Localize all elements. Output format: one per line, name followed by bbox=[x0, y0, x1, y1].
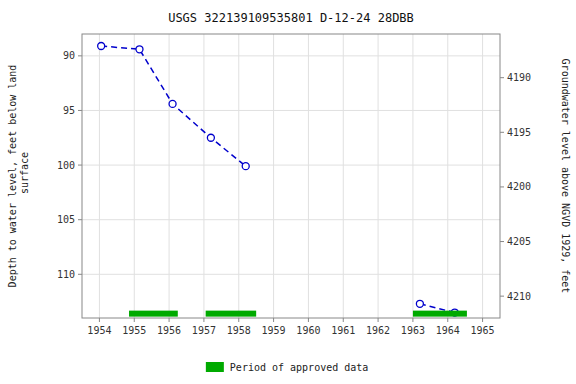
legend: Period of approved data bbox=[206, 362, 368, 373]
y2-tick-label: 4205 bbox=[507, 236, 531, 247]
y-tick bbox=[78, 219, 82, 220]
plot-area bbox=[98, 43, 467, 317]
y-tick-label: 95 bbox=[63, 105, 75, 116]
chart-container: 1954 1955 1956 1957 1958 1959 1960 1961 1962 1963… bbox=[0, 0, 576, 384]
x-tick bbox=[203, 318, 204, 322]
x-tick bbox=[482, 318, 483, 322]
y-tick-label: 90 bbox=[63, 50, 75, 61]
y-axis-label: Depth to water level, feet below land su… bbox=[7, 65, 30, 288]
grid-line-x bbox=[238, 34, 239, 318]
y2-tick-label: 4190 bbox=[507, 72, 531, 83]
grid-line-x bbox=[412, 34, 413, 318]
point bbox=[416, 300, 423, 307]
x-tick-label: 1962 bbox=[366, 325, 390, 336]
y2-axis: 4210 4205 4200 4195 4190 bbox=[500, 72, 531, 301]
y-tick bbox=[78, 165, 82, 166]
x-tick-label: 1965 bbox=[471, 325, 495, 336]
y-axis-label-line: surface bbox=[19, 152, 30, 200]
point bbox=[136, 46, 143, 53]
y2-axis-label: Groundwater level above NGVD 1929, feet bbox=[560, 59, 571, 294]
y2-tick-label: 4200 bbox=[507, 181, 531, 192]
y2-tick bbox=[500, 241, 504, 242]
x-tick bbox=[343, 318, 344, 322]
x-tick bbox=[412, 318, 413, 322]
approved-period-bar bbox=[129, 311, 178, 317]
grid-line-y bbox=[82, 55, 500, 56]
y-tick bbox=[78, 55, 82, 56]
y2-tick-label: 4210 bbox=[507, 291, 531, 302]
x-tick-label: 1958 bbox=[227, 325, 251, 336]
y2-tick bbox=[500, 77, 504, 78]
grid-line-x bbox=[99, 34, 100, 318]
grid-line-x bbox=[134, 34, 135, 318]
grid-line-x bbox=[447, 34, 448, 318]
x-tick-label: 1964 bbox=[436, 325, 460, 336]
x-tick-label: 1963 bbox=[401, 325, 425, 336]
x-tick-label: 1960 bbox=[296, 325, 320, 336]
page: {"chart_data": { "type": "line", "title"… bbox=[0, 0, 576, 384]
grid-line-x bbox=[308, 34, 309, 318]
point bbox=[98, 43, 105, 50]
y2-tick-label: 4195 bbox=[507, 127, 531, 138]
grid-line-y bbox=[82, 219, 500, 220]
grid-line-x bbox=[378, 34, 379, 318]
grid-line-y bbox=[82, 274, 500, 275]
x-tick bbox=[447, 318, 448, 322]
y-tick-label: 105 bbox=[57, 214, 75, 225]
x-axis: 1954 1955 1956 1957 1958 1959 1960 1961 1962 1963… bbox=[87, 318, 494, 336]
x-tick-label: 1954 bbox=[87, 325, 111, 336]
plot-frame bbox=[82, 34, 500, 318]
y-tick bbox=[78, 110, 82, 111]
x-tick bbox=[134, 318, 135, 322]
point bbox=[169, 100, 176, 107]
x-tick-label: 1961 bbox=[331, 325, 355, 336]
approved-period-bar bbox=[206, 311, 257, 317]
background bbox=[0, 0, 576, 384]
grid-line-y bbox=[82, 165, 500, 166]
x-tick bbox=[238, 318, 239, 322]
x-tick-label: 1957 bbox=[192, 325, 216, 336]
y2-tick bbox=[500, 186, 504, 187]
x-tick bbox=[308, 318, 309, 322]
point bbox=[242, 163, 249, 170]
grid-line-x bbox=[273, 34, 274, 318]
chart-svg: 1954 1955 1956 1957 1958 1959 1960 1961 1962 1963… bbox=[0, 0, 576, 384]
grid-line-x bbox=[482, 34, 483, 318]
legend-swatch bbox=[206, 362, 224, 372]
y-axis: 90 95 100 105 110 bbox=[57, 50, 82, 279]
x-tick bbox=[378, 318, 379, 322]
x-tick bbox=[273, 318, 274, 322]
y2-tick bbox=[500, 132, 504, 133]
legend-label: Period of approved data bbox=[230, 362, 368, 373]
y-tick bbox=[78, 274, 82, 275]
x-tick-label: 1956 bbox=[157, 325, 181, 336]
y-tick-label: 100 bbox=[57, 160, 75, 171]
point bbox=[207, 134, 214, 141]
y-tick-label: 110 bbox=[57, 269, 75, 280]
x-tick bbox=[169, 318, 170, 322]
grid-line-y bbox=[82, 110, 500, 111]
title: USGS 322139109535801 D-12-24 28DBB bbox=[168, 11, 414, 25]
grid-line-x bbox=[169, 34, 170, 318]
grid-line-x bbox=[203, 34, 204, 318]
grid-line-x bbox=[343, 34, 344, 318]
grid bbox=[82, 34, 500, 318]
line bbox=[101, 46, 246, 166]
y-axis-label-line: Depth to water level, feet below land bbox=[7, 65, 18, 288]
x-tick-label: 1959 bbox=[262, 325, 286, 336]
x-tick-label: 1955 bbox=[122, 325, 146, 336]
y2-tick bbox=[500, 296, 504, 297]
x-tick bbox=[99, 318, 100, 322]
approved-period-bar bbox=[413, 311, 467, 317]
